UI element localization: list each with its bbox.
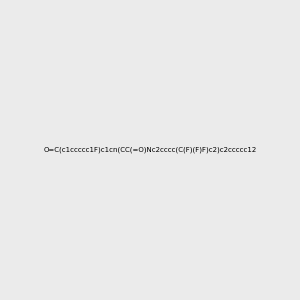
Text: O=C(c1ccccc1F)c1cn(CC(=O)Nc2cccc(C(F)(F)F)c2)c2ccccc12: O=C(c1ccccc1F)c1cn(CC(=O)Nc2cccc(C(F)(F)… (44, 147, 256, 153)
